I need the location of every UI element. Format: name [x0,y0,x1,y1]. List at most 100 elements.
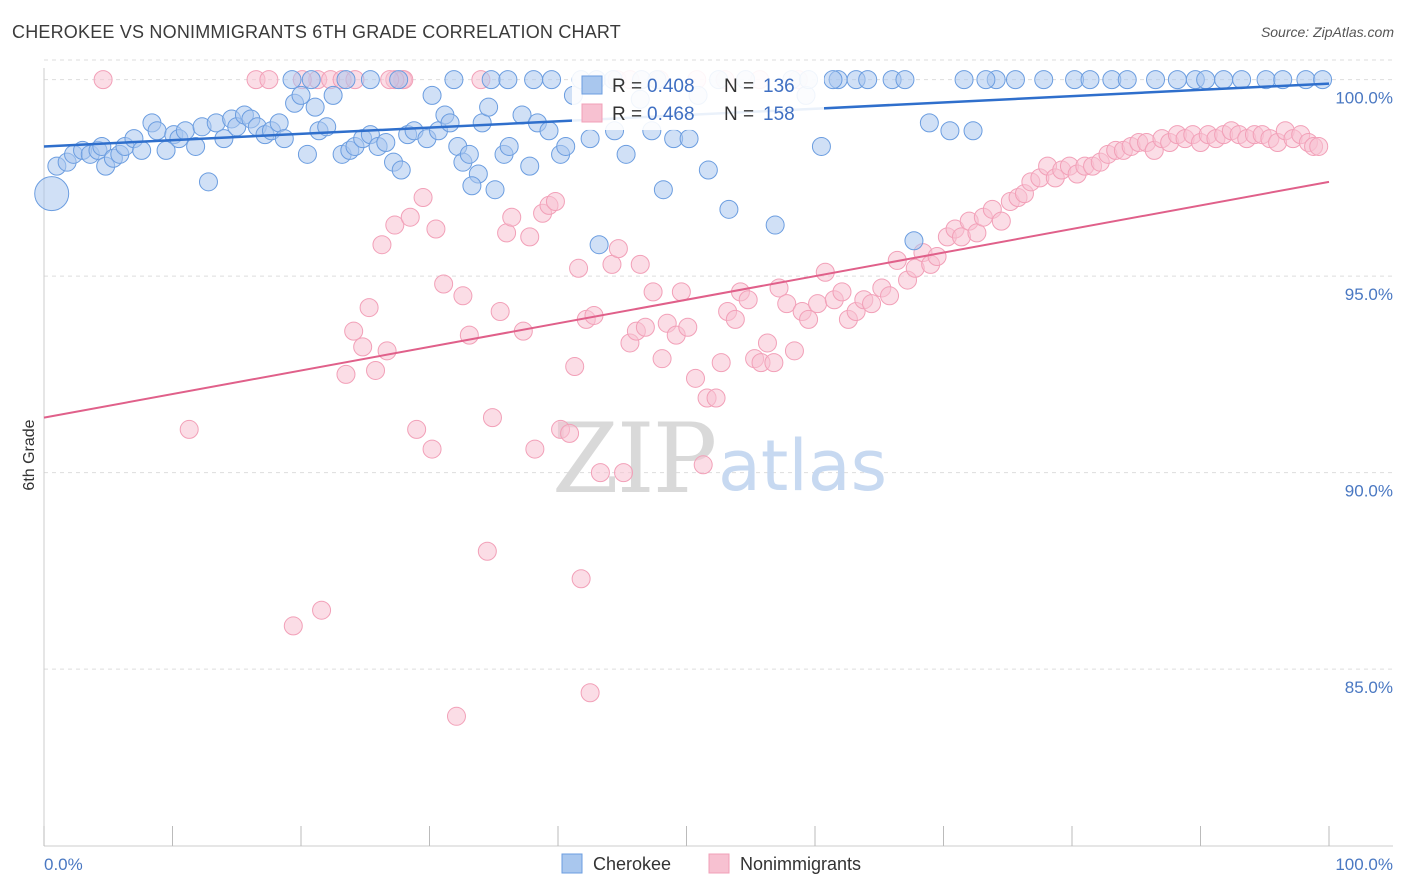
nonimmigrants-point [862,294,882,314]
nonimmigrants-point [777,294,797,314]
cherokee-point [542,70,562,90]
cherokee-point [459,144,479,164]
nonimmigrants-point [490,302,510,322]
cherokee-point [719,199,739,219]
cherokee-point [589,235,609,255]
cherokee-point [765,215,785,235]
cherokee-point [34,176,70,212]
nonimmigrants-point [377,341,397,361]
cherokee-point [1034,70,1054,90]
nonimmigrants-point [678,317,698,337]
stats-n-label-cherokee: N = [724,76,754,97]
cherokee-point [616,144,636,164]
cherokee-point [858,70,878,90]
cherokee-point [92,136,112,156]
watermark: ZIP atlas [552,403,887,515]
cherokee-point [954,70,974,90]
cherokee-point [444,70,464,90]
cherokee-point [524,70,544,90]
nonimmigrants-point [927,247,947,266]
legend-swatch-nonimmigrants [708,853,730,874]
cherokee-point [186,136,206,156]
nonimmigrants-point [336,364,356,384]
nonimmigrants-point [590,463,610,483]
nonimmigrants-point [93,70,113,90]
stats-legend-swatch-cherokee [581,75,603,95]
cherokee-point [462,176,482,196]
cherokee-point [940,121,960,141]
nonimmigrants-point [413,188,433,208]
cherokee-point [376,133,396,153]
nonimmigrants-point [565,357,585,377]
x-tick-label-max: 100.0% [1335,855,1393,874]
cherokee-point [580,129,600,149]
cherokee-point [132,140,152,160]
nonimmigrants-point [434,274,454,294]
stats-legend: R = 0.408 N = 136 R = 0.468 N = 158 [572,68,824,130]
nonimmigrants-point [693,455,713,475]
nonimmigrants-point [784,341,804,361]
nonimmigrants-point [407,419,427,439]
cherokee-point [823,70,843,90]
nonimmigrants-point [808,294,828,314]
cherokee-point [499,136,519,156]
stats-legend-swatch-nonimmigrants [581,103,603,123]
nonimmigrants-point [614,463,634,483]
nonimmigrants-point [832,282,852,302]
stats-r-label-nonimmigrants: R = [612,104,642,125]
nonimmigrants-point [569,258,589,278]
y-tick-label: 85.0% [1345,678,1393,697]
cherokee-point [297,144,317,164]
cherokee-point [539,121,559,141]
y-tick-label: 95.0% [1345,285,1393,304]
nonimmigrants-point [426,219,446,239]
nonimmigrants-point [560,423,580,443]
nonimmigrants-point [545,191,565,211]
nonimmigrants-point [571,569,591,589]
nonimmigrants-point [525,439,545,459]
cherokee-point [679,129,699,149]
nonimmigrants-point [477,541,497,561]
stats-n-label-nonimmigrants: N = [724,104,754,125]
cherokee-point [391,160,411,180]
cherokee-point [1196,70,1216,90]
stats-legend-background [572,68,824,130]
stats-n-value-cherokee: 136 [763,76,795,97]
nonimmigrants-point [799,309,819,329]
nonimmigrants-point [608,239,628,259]
nonimmigrants-point [312,600,332,620]
nonimmigrants-point [685,368,705,388]
source-label: Source: ZipAtlas.com [1260,24,1394,40]
cherokee-point [336,70,356,90]
nonimmigrants-point [502,207,522,227]
cherokee-point [653,180,673,200]
nonimmigrants-point [880,286,900,306]
cherokee-point [1117,70,1137,90]
nonimmigrants-point [482,408,502,428]
cherokee-point [485,180,505,200]
watermark-atlas: atlas [718,425,887,507]
cherokee-point [919,113,939,133]
bottom-legend: Cherokee Nonimmigrants [561,853,861,874]
nonimmigrants-point [422,439,442,459]
y-tick-labels: 85.0% 90.0% 95.0% 100.0% [1335,89,1393,698]
nonimmigrants-point [385,215,405,235]
nonimmigrants-point [630,254,650,274]
nonimmigrants-point [643,282,663,302]
chart-title: CHEROKEE VS NONIMMIGRANTS 6TH GRADE CORR… [12,22,622,42]
y-tick-label: 90.0% [1345,482,1393,501]
cherokee-point [556,136,576,156]
nonimmigrants-point [580,683,600,703]
cherokee-point [904,231,924,251]
cherokee-point [291,85,311,105]
legend-swatch-cherokee [561,853,583,874]
stats-n-value-nonimmigrants: 158 [763,104,795,125]
stats-r-value-nonimmigrants: 0.468 [647,104,695,125]
cherokee-point [323,85,343,105]
cherokee-point [498,70,518,90]
cherokee-point [305,97,325,117]
legend-label-nonimmigrants: Nonimmigrants [740,854,861,874]
cherokee-point [698,160,718,180]
cherokee-point [1273,70,1293,90]
